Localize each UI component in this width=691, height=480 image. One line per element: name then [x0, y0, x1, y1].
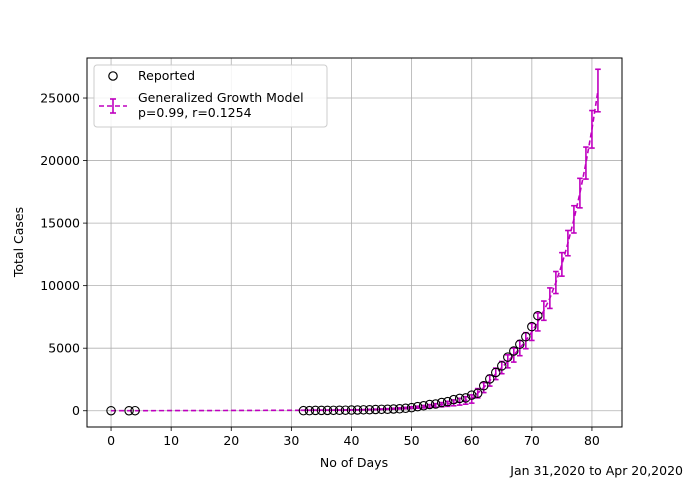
x-tick-label: 60	[464, 433, 480, 448]
series-reported	[106, 310, 543, 416]
y-tick-label: 15000	[40, 216, 80, 231]
reported-point	[382, 404, 393, 415]
reported-point	[515, 339, 525, 350]
reported-point	[533, 310, 543, 321]
y-axis-ticks: 0 5000 10000 15000 20000 25000	[40, 91, 87, 418]
reported-point	[364, 404, 375, 415]
reported-point	[400, 403, 411, 414]
reported-point	[334, 405, 345, 416]
reported-point	[124, 405, 134, 416]
reported-point	[388, 404, 399, 414]
reported-point	[509, 346, 519, 356]
reported-point	[370, 404, 381, 415]
reported-point	[460, 393, 471, 403]
model-error-bar	[577, 177, 583, 209]
model-error-bar	[559, 251, 565, 277]
x-tick-label: 80	[584, 433, 600, 448]
model-error-bar	[535, 312, 541, 332]
reported-point	[340, 405, 351, 415]
x-tick-label: 20	[223, 433, 239, 448]
model-error-bar	[553, 270, 559, 295]
model-error-bar	[571, 204, 577, 234]
reported-point	[466, 390, 477, 400]
model-line	[111, 90, 599, 412]
reported-point	[298, 405, 309, 416]
reported-point	[304, 405, 315, 416]
reported-point	[346, 405, 357, 415]
model-error-bar	[541, 300, 547, 322]
reported-point	[310, 405, 321, 416]
x-tick-label: 50	[404, 433, 420, 448]
model-error-bar	[583, 146, 589, 180]
reported-point	[424, 399, 435, 410]
model-error-bar	[589, 109, 595, 149]
x-tick-label: 70	[524, 433, 540, 448]
x-tick-label: 40	[344, 433, 360, 448]
reported-point	[436, 397, 447, 408]
x-axis-ticks: 0 10 20 30 40 50 60 70 80	[107, 427, 600, 448]
reported-point	[448, 394, 459, 405]
reported-point	[497, 361, 507, 371]
reported-point	[394, 404, 405, 414]
reported-point	[521, 331, 531, 342]
y-tick-label: 0	[72, 403, 80, 418]
reported-point	[430, 399, 441, 409]
legend-box	[93, 64, 328, 128]
x-tick-label: 0	[107, 433, 115, 448]
y-axis-label: Total Cases	[11, 207, 26, 278]
model-error-bar	[595, 68, 601, 113]
model-error-bar	[565, 229, 571, 257]
legend-label-model: Generalized Growth Model p=0.99, r=0.1254	[138, 90, 304, 120]
reported-point	[376, 404, 387, 415]
y-tick-label: 25000	[40, 91, 80, 106]
reported-point	[358, 405, 369, 415]
date-range-note: Jan 31,2020 to Apr 20,2020	[509, 463, 683, 478]
model-error-bar	[529, 322, 535, 342]
reported-point	[412, 401, 423, 412]
reported-point	[478, 380, 489, 391]
x-tick-label: 10	[163, 433, 179, 448]
x-axis-label: No of Days	[320, 455, 388, 470]
reported-point	[316, 405, 327, 416]
y-tick-label: 10000	[40, 278, 80, 293]
reported-point	[527, 321, 537, 332]
legend-marker-reported	[108, 71, 118, 81]
reported-point	[406, 402, 417, 413]
reported-point	[454, 393, 465, 404]
reported-point	[472, 388, 483, 399]
reported-point	[106, 405, 116, 416]
reported-point	[503, 352, 513, 362]
reported-point	[322, 405, 333, 416]
y-tick-label: 5000	[48, 341, 80, 356]
reported-point	[485, 374, 495, 384]
legend: Reported Generalized Growth Model p=0.99,…	[93, 64, 328, 128]
model-error-bar	[547, 287, 553, 310]
reported-point	[130, 405, 140, 416]
reported-point	[491, 367, 501, 378]
reported-point	[442, 396, 453, 407]
legend-label-model-line: p=0.99, r=0.1254	[138, 105, 252, 120]
y-tick-label: 20000	[40, 153, 80, 168]
legend-marker-model	[99, 98, 127, 114]
legend-label-model-line: Generalized Growth Model	[138, 90, 304, 105]
reported-point	[352, 405, 363, 415]
reported-point	[328, 405, 339, 416]
x-tick-label: 30	[283, 433, 299, 448]
reported-point	[418, 401, 429, 411]
legend-label-reported: Reported	[138, 68, 195, 83]
plot-area-frame	[86, 57, 623, 428]
